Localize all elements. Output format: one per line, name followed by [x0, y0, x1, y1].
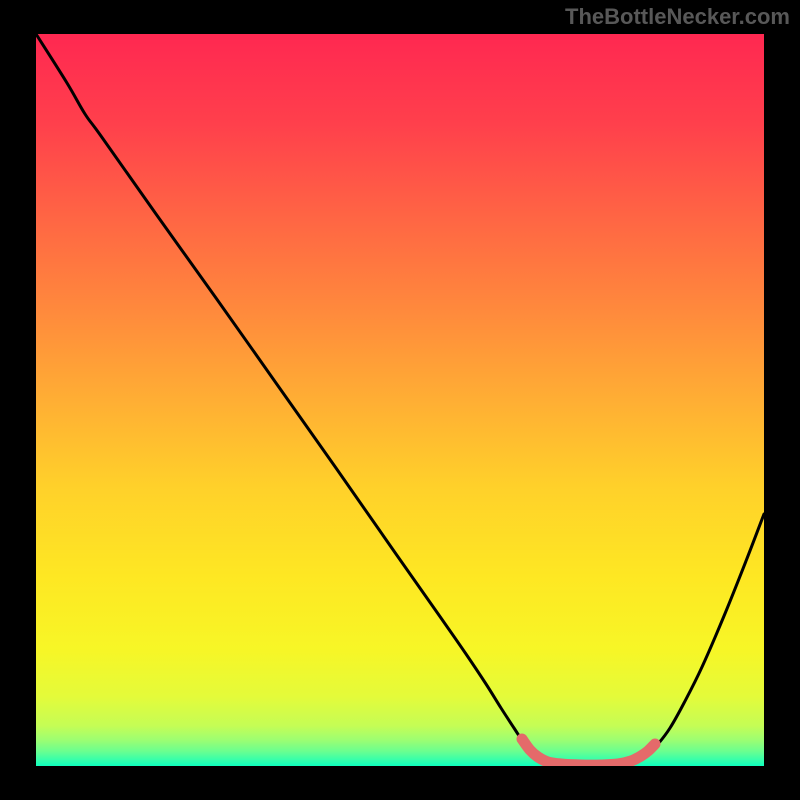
- watermark-text: TheBottleNecker.com: [565, 4, 790, 30]
- accent-segment: [36, 34, 764, 766]
- chart-plot-area: [36, 34, 764, 766]
